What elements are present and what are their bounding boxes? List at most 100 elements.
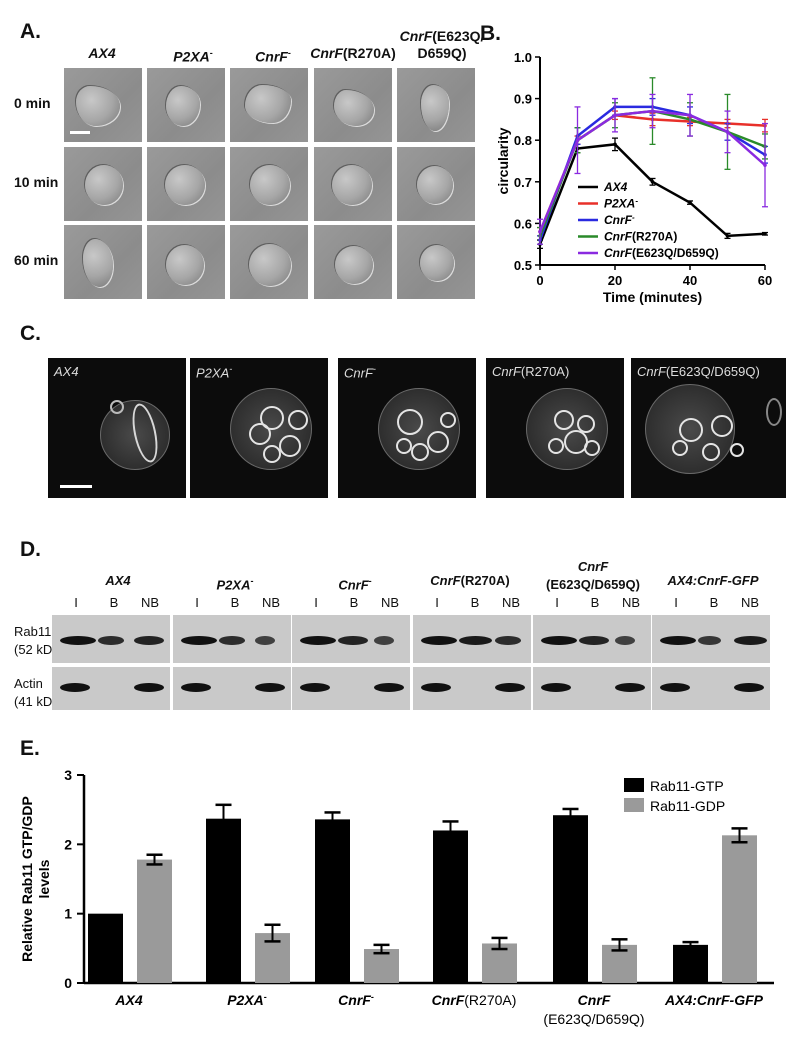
fluorescence-image-1: P2XA-: [190, 358, 328, 498]
cell-body: [335, 246, 373, 284]
micrograph-2-4: [397, 225, 475, 299]
category-label-3: CnrF(R270A): [432, 992, 517, 1008]
lane-label-NB: NB: [261, 595, 281, 610]
legend-swatch-0: [624, 778, 644, 792]
rab11-band: [134, 636, 164, 645]
micrograph-0-4: [397, 68, 475, 142]
cell-body: [417, 166, 453, 204]
blot-group-label-0: AX4: [105, 573, 131, 588]
column-label-3: CnrF(R270A): [310, 45, 396, 61]
fluorescence-image-0: AX4: [48, 358, 186, 498]
column-label-4: CnrF(E623Q/D659Q): [399, 28, 485, 61]
y-tick-label: 0: [64, 975, 72, 991]
vesicle: [397, 409, 423, 435]
bar-1-0: [137, 859, 172, 983]
lane-label-B: B: [230, 595, 240, 610]
row-label-2: 60 min: [14, 252, 59, 268]
y-tick-label: 0.6: [514, 216, 532, 231]
column-label-0: AX4: [88, 45, 116, 61]
vesicle: [584, 440, 600, 456]
rab11-blot-1: [173, 615, 291, 663]
y-tick-label: 1.0: [514, 50, 532, 65]
data-point: [650, 180, 655, 184]
vesicle: [440, 412, 456, 428]
y-tick-label: 2: [64, 836, 72, 852]
vesicle: [411, 443, 429, 461]
lane-label-NB: NB: [621, 595, 641, 610]
actin-blot-1: [173, 667, 291, 710]
panel-c-label: C.: [20, 322, 41, 345]
y-tick-label: 1: [64, 906, 72, 922]
cell-body: [250, 165, 290, 205]
cell-body: [166, 245, 204, 285]
bar-0-3: [433, 830, 468, 983]
vesicle: [249, 423, 271, 445]
panel-d-label: D.: [20, 538, 41, 561]
rab11-band: [459, 636, 492, 645]
lane-label-NB: NB: [740, 595, 760, 610]
rab11-band: [495, 636, 522, 645]
lane-label-B: B: [590, 595, 600, 610]
cell-body: [334, 90, 374, 126]
lane-label-NB: NB: [501, 595, 521, 610]
lane-label-B: B: [109, 595, 119, 610]
rab11-band: [579, 636, 609, 645]
cell-body: [420, 245, 454, 281]
data-point: [688, 200, 692, 205]
actin-band: [421, 683, 451, 692]
actin-band: [734, 683, 764, 692]
actin-blot-3: [413, 667, 531, 710]
vesicle: [701, 443, 720, 461]
micrograph-2-3: [314, 225, 392, 299]
legend-label-0: Rab11-GTP: [650, 778, 724, 794]
lane-label-B: B: [709, 595, 719, 610]
micrograph-1-0: [64, 147, 142, 221]
vesicle: [710, 414, 733, 437]
y-tick-label: 0.7: [514, 175, 532, 190]
blot-group-label-4: CnrF (E623Q/D659Q): [546, 559, 640, 592]
micrograph-0-0: [64, 68, 142, 142]
rab11-band: [60, 636, 96, 645]
image-label-0: AX4: [54, 364, 79, 379]
rab11-band: [541, 636, 577, 645]
vesicle: [288, 410, 308, 430]
lane-label-B: B: [470, 595, 480, 610]
vesicle: [427, 431, 449, 453]
blot-group-label-2: CnrF-: [338, 576, 372, 593]
data-point: [763, 232, 767, 236]
vesicle: [577, 415, 595, 433]
cell-body: [421, 85, 449, 131]
micrograph-1-1: [147, 147, 225, 221]
micrograph-0-2: [230, 68, 308, 142]
bar-1-5: [722, 835, 757, 983]
vesicle: [554, 410, 574, 430]
blot-group-label-3: CnrF(R270A): [430, 573, 510, 588]
rab11-bar-chart: 0 1 2 3 Relative Rab11 GTP/GDPlevels AX4 P2XA-…: [19, 767, 774, 1027]
blot-row-size-1: (41 kD): [14, 694, 57, 709]
micrograph-1-4: [397, 147, 475, 221]
y-tick-label: 0.9: [514, 92, 532, 107]
rab11-band: [181, 636, 217, 645]
vesicle: [672, 439, 688, 456]
blot-row-name-0: Rab11: [14, 624, 52, 639]
vesicle: [260, 406, 284, 430]
actin-band: [495, 683, 525, 692]
actin-band: [615, 683, 645, 692]
lane-label-I: I: [555, 595, 559, 610]
rab11-blot-4: [533, 615, 651, 663]
lane-label-B: B: [349, 595, 359, 610]
vesicle: [263, 445, 281, 463]
x-axis-label: Time (minutes): [603, 289, 702, 305]
scale-bar: [70, 131, 90, 134]
blot-group-label-1: P2XA-: [216, 576, 254, 593]
actin-band: [60, 683, 90, 692]
data-point: [650, 109, 655, 113]
actin-band: [300, 683, 330, 692]
vesicle: [548, 438, 564, 454]
lane-label-I: I: [674, 595, 678, 610]
cell-body: [165, 165, 205, 205]
rab11-band: [734, 636, 767, 645]
scale-bar: [60, 485, 92, 488]
image-label-3: CnrF(R270A): [492, 364, 570, 379]
micrograph-0-1: [147, 68, 225, 142]
